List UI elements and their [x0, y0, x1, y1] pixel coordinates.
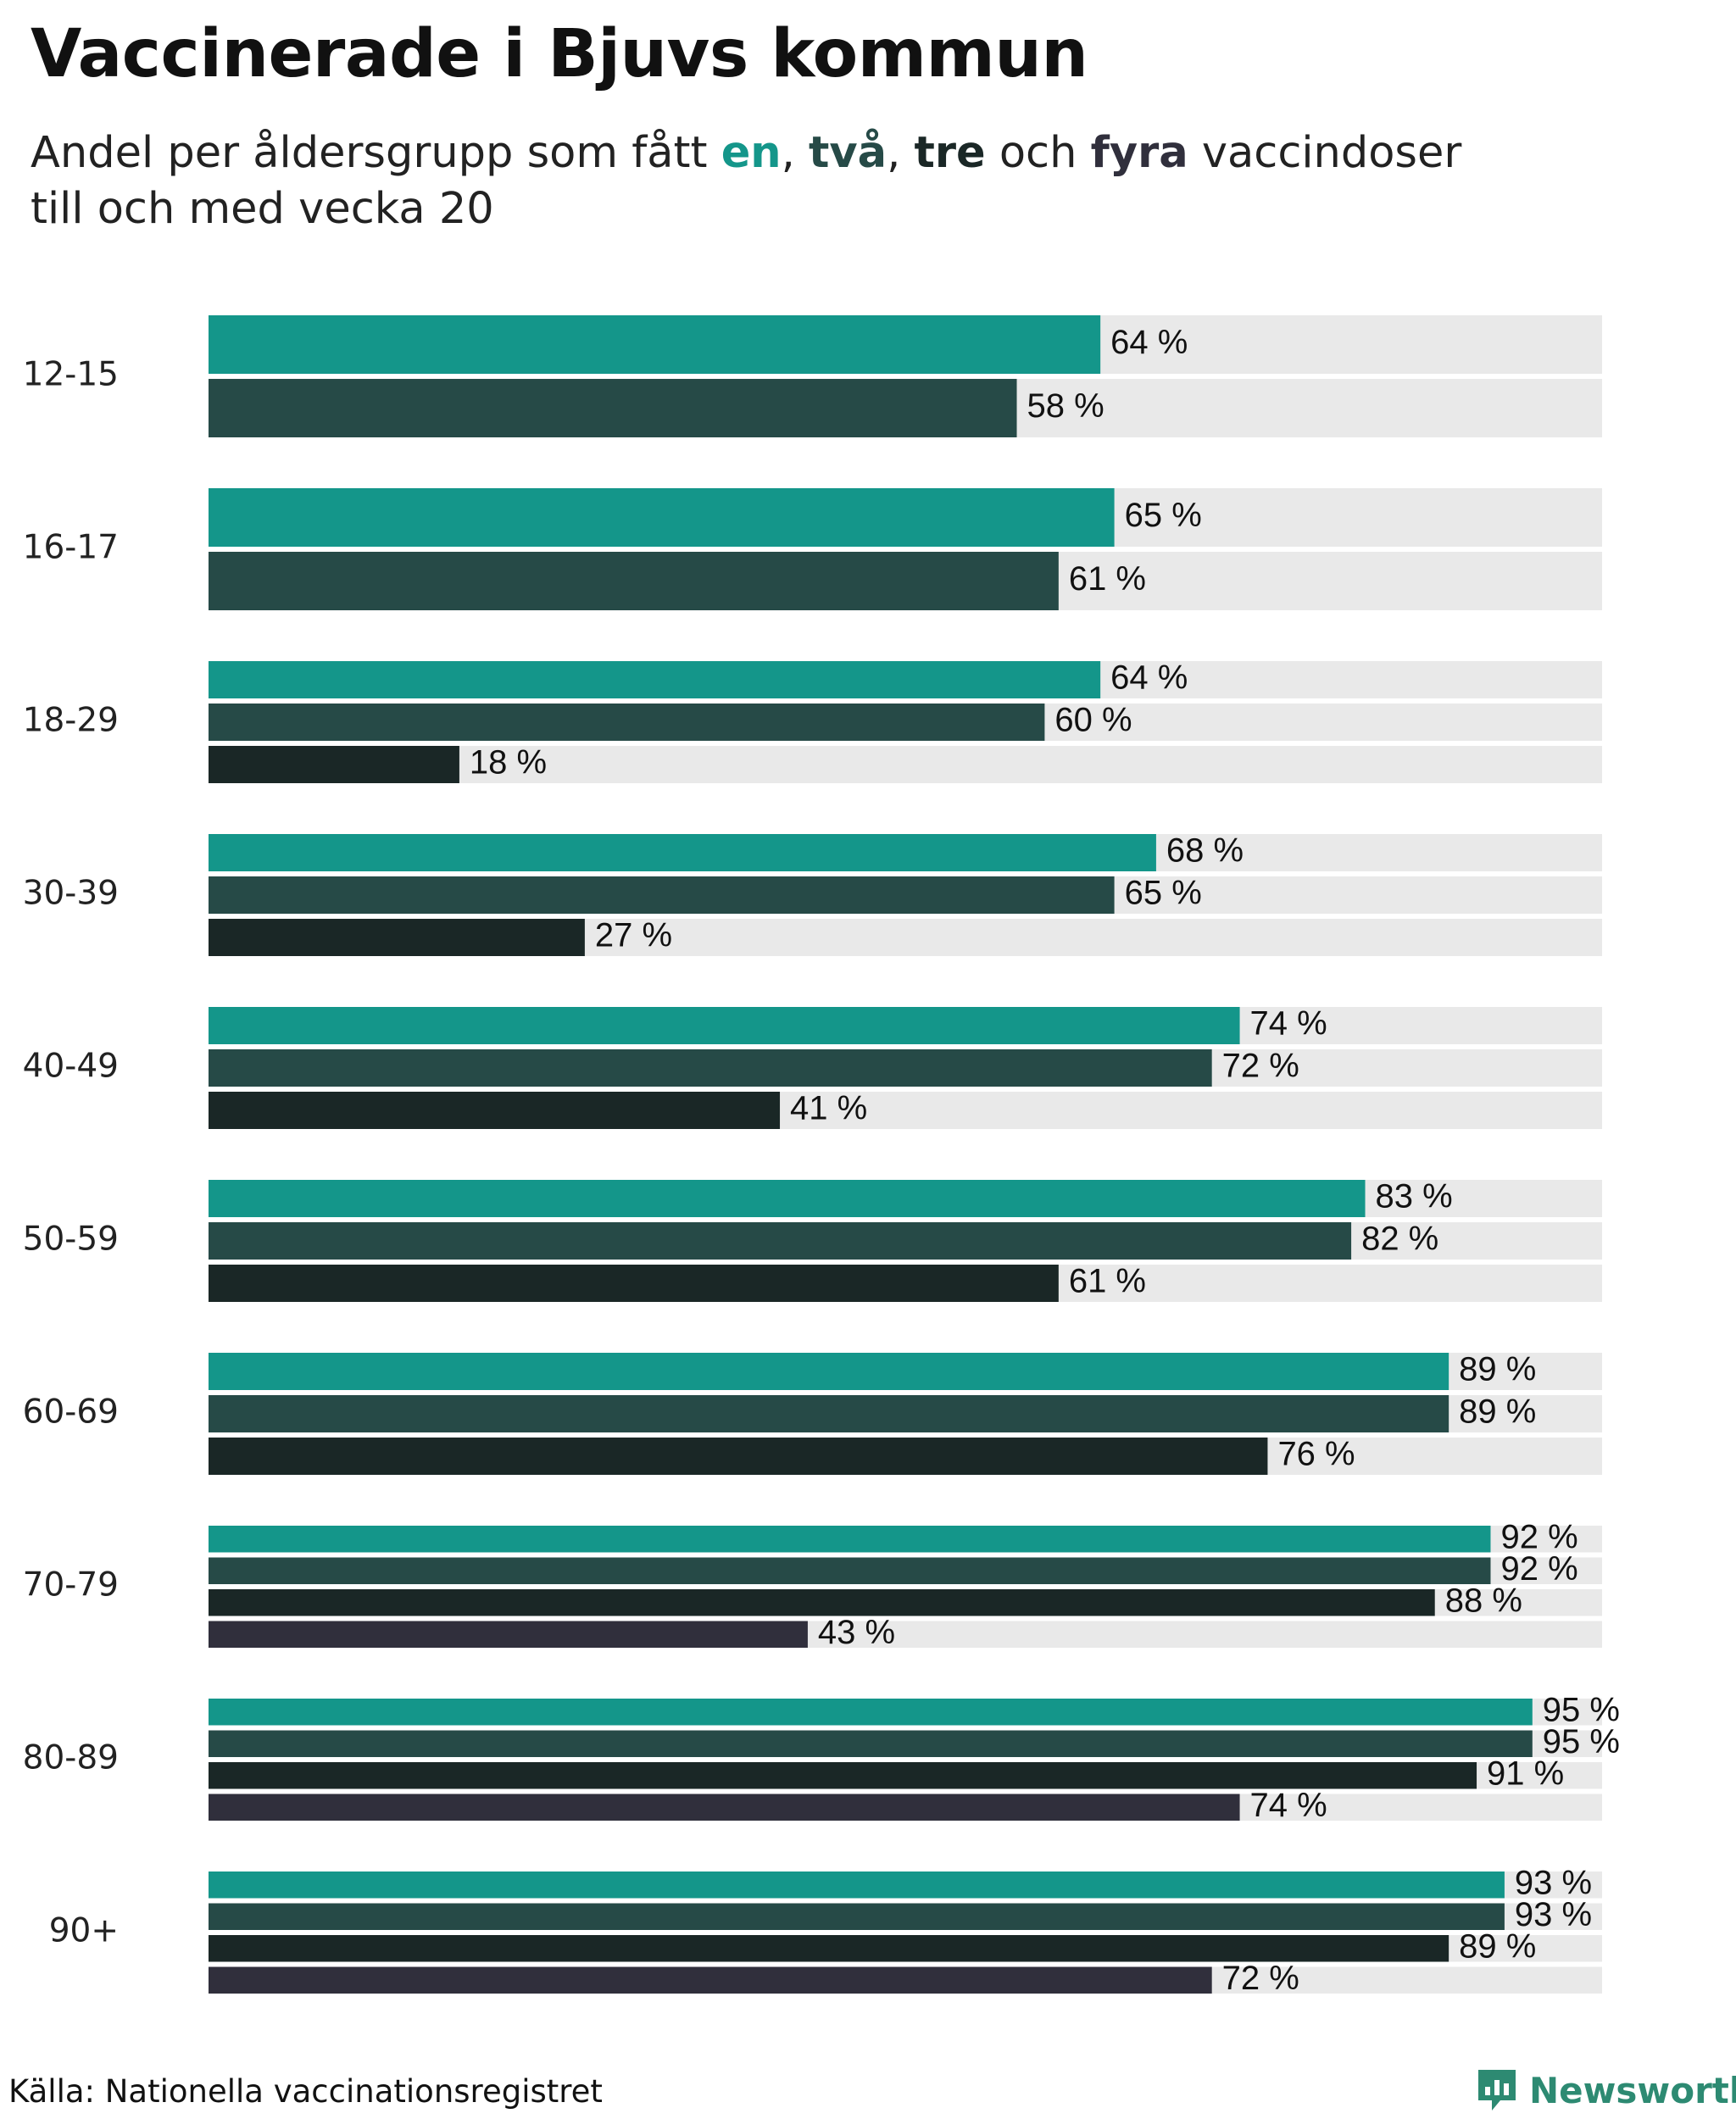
subtitle-separator: , [887, 128, 915, 178]
bar [209, 1557, 1491, 1584]
bar-value-label: 95 % [1543, 1691, 1620, 1728]
bar [209, 1699, 1533, 1726]
category-label: 30-39 [23, 875, 119, 913]
bar [209, 379, 1017, 437]
bar-value-label: 74 % [1250, 1787, 1327, 1824]
bar-value-label: 93 % [1515, 1864, 1592, 1901]
newsworthy-logo-icon [1478, 2070, 1516, 2111]
bar-value-label: 65 % [1125, 497, 1202, 534]
bar-value-label: 64 % [1110, 659, 1188, 697]
bar [209, 1589, 1435, 1616]
bar [209, 919, 585, 956]
bar-value-label: 76 % [1277, 1436, 1355, 1473]
bar-value-label: 68 % [1166, 832, 1244, 870]
legend-dose-tva: två [809, 128, 887, 178]
subtitle-line-2: till och med vecka 20 [31, 184, 494, 234]
legend-dose-tre: tre [914, 128, 986, 178]
subtitle-suffix: vaccindoser [1188, 128, 1462, 178]
bar-value-label: 61 % [1069, 560, 1146, 598]
bar-value-label: 41 % [790, 1090, 867, 1127]
source-note: Källa: Nationella vaccinationsregistret [8, 2073, 603, 2110]
bar [209, 1794, 1240, 1821]
bar [209, 1935, 1449, 1962]
category-label: 18-29 [23, 702, 119, 740]
bar [209, 661, 1101, 698]
bar [209, 1049, 1212, 1087]
bar [209, 1395, 1449, 1432]
subtitle-separator: , [781, 128, 810, 178]
bar [209, 704, 1045, 741]
chart-title: Vaccinerade i Bjuvs kommun [31, 16, 1088, 92]
bar-value-label: 74 % [1250, 1005, 1327, 1043]
category-label: 40-49 [23, 1048, 119, 1086]
bar [209, 746, 459, 783]
brand-name: Newsworthy [1529, 2069, 1736, 2111]
bar-value-label: 93 % [1515, 1896, 1592, 1933]
bar [209, 315, 1101, 374]
bar-value-label: 64 % [1110, 324, 1188, 361]
subtitle-separator: och [985, 128, 1091, 178]
category-label: 12-15 [23, 356, 119, 394]
category-label: 70-79 [23, 1566, 119, 1605]
bar [209, 1762, 1477, 1789]
bar-value-label: 95 % [1543, 1723, 1620, 1760]
category-label: 80-89 [23, 1739, 119, 1777]
bar [209, 1092, 781, 1129]
bar-value-label: 72 % [1222, 1048, 1299, 1085]
bar [209, 1903, 1505, 1930]
category-label: 90+ [49, 1912, 119, 1950]
bar-value-label: 65 % [1125, 875, 1202, 912]
bar [209, 1526, 1491, 1553]
bar-value-label: 83 % [1376, 1178, 1453, 1215]
legend-dose-fyra: fyra [1090, 128, 1188, 178]
bar-value-label: 89 % [1459, 1351, 1536, 1388]
bar [209, 1621, 808, 1648]
bar-value-label: 60 % [1054, 702, 1132, 739]
bar [209, 1353, 1449, 1390]
category-label: 16-17 [23, 529, 119, 567]
bar-value-label: 72 % [1222, 1960, 1299, 1997]
bar-value-label: 92 % [1500, 1550, 1577, 1588]
bar-value-label: 58 % [1027, 387, 1104, 425]
bar [209, 1265, 1059, 1302]
bar [209, 1872, 1505, 1899]
brand-logo: Newsworthy [1475, 2066, 1736, 2114]
bar [209, 1007, 1240, 1044]
chart-subtitle: Andel per åldersgrupp som fått en, två, … [31, 125, 1641, 237]
bar-value-label: 89 % [1459, 1393, 1536, 1431]
bar-value-label: 27 % [595, 917, 672, 954]
legend-dose-en: en [721, 128, 782, 178]
bar-value-label: 91 % [1487, 1755, 1564, 1792]
bar [209, 876, 1115, 914]
bar [209, 1730, 1533, 1757]
bar-value-label: 82 % [1361, 1221, 1438, 1258]
bar [209, 1222, 1352, 1260]
bar-value-label: 18 % [470, 744, 547, 781]
bar [209, 552, 1059, 610]
bar-value-label: 92 % [1500, 1518, 1577, 1555]
bar-value-label: 88 % [1445, 1582, 1522, 1619]
bar [209, 1438, 1268, 1475]
subtitle-prefix: Andel per åldersgrupp som fått [31, 128, 721, 178]
bar [209, 834, 1156, 871]
bar [209, 1966, 1212, 1994]
category-label: 60-69 [23, 1393, 119, 1432]
bar [209, 488, 1115, 547]
bar-value-label: 89 % [1459, 1927, 1536, 1965]
bar-value-label: 61 % [1069, 1263, 1146, 1300]
bar-value-label: 43 % [818, 1614, 895, 1651]
category-label: 50-59 [23, 1221, 119, 1259]
bar [209, 1180, 1366, 1217]
